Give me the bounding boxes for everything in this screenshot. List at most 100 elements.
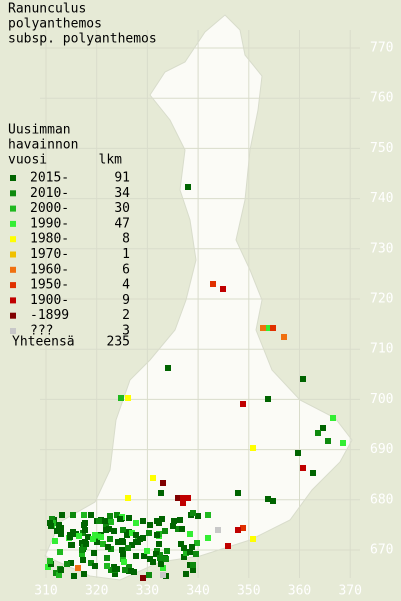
observation-square: [91, 550, 97, 556]
observation-square: [158, 561, 164, 567]
observation-square: [210, 281, 216, 287]
y-label: 700: [370, 392, 393, 407]
observation-square: [112, 571, 118, 577]
observation-square: [129, 530, 135, 536]
observation-square: [190, 567, 196, 573]
observation-square: [54, 528, 60, 534]
observation-square: [52, 538, 58, 544]
legend-swatch: [10, 251, 16, 258]
observation-square: [310, 470, 316, 476]
x-label: 340: [186, 584, 209, 599]
observation-square: [240, 525, 246, 531]
observation-square: [114, 512, 120, 518]
observation-square: [205, 512, 211, 518]
legend-count: 6: [122, 262, 130, 277]
observation-square: [67, 534, 73, 540]
observation-square: [160, 480, 166, 486]
observation-square: [194, 540, 200, 546]
observation-square: [340, 440, 346, 446]
y-label: 740: [370, 191, 393, 206]
observation-square: [144, 548, 150, 554]
observation-square: [215, 527, 221, 533]
observation-square: [129, 542, 135, 548]
observation-square: [71, 573, 77, 579]
legend-label: 2000-: [30, 201, 69, 216]
observation-square: [265, 496, 271, 502]
observation-square: [159, 516, 165, 522]
y-label: 680: [370, 492, 393, 507]
observation-square: [126, 515, 132, 521]
observation-square: [153, 551, 159, 557]
x-label: 330: [136, 584, 159, 599]
observation-square: [59, 512, 65, 518]
legend-label: 1950-: [30, 278, 69, 293]
observation-square: [125, 545, 131, 551]
observation-square: [185, 184, 191, 190]
legend-count: 3: [122, 324, 130, 339]
observation-square: [181, 554, 187, 560]
title-line: subsp. polyanthemos: [8, 32, 157, 47]
legend-header: lkm: [99, 153, 123, 168]
observations: [45, 184, 346, 581]
x-label: 360: [288, 584, 311, 599]
observation-square: [98, 534, 104, 540]
observation-square: [270, 325, 276, 331]
observation-square: [225, 543, 231, 549]
legend-swatch: [10, 175, 16, 181]
observation-square: [235, 490, 241, 496]
observation-square: [105, 544, 111, 550]
legend-swatch: [10, 297, 16, 304]
observation-square: [100, 541, 106, 547]
observation-square: [79, 547, 85, 553]
observation-square: [131, 569, 137, 575]
observation-square: [108, 567, 114, 573]
observation-square: [79, 540, 85, 546]
y-label: 730: [370, 241, 393, 256]
legend-label: 1900-: [30, 293, 69, 308]
observation-square: [57, 549, 63, 555]
observation-square: [107, 536, 113, 542]
observation-square: [88, 512, 94, 518]
legend-count: 30: [114, 201, 130, 216]
legend-header: vuosi: [8, 153, 47, 168]
observation-square: [281, 334, 287, 340]
legend-count: 2: [122, 308, 130, 323]
observation-square: [154, 532, 160, 538]
legend-swatch: [10, 266, 16, 273]
legend-swatch: [10, 312, 16, 319]
x-label: 370: [338, 584, 361, 599]
observation-square: [81, 522, 87, 528]
legend-label: 1990-: [30, 216, 69, 231]
observation-square: [187, 531, 193, 537]
legend-swatch: [10, 205, 16, 212]
observation-square: [92, 532, 98, 538]
observation-square: [185, 495, 191, 501]
observation-square: [320, 425, 326, 431]
observation-square: [75, 565, 81, 571]
title-line: polyanthemos: [8, 17, 102, 32]
y-label: 760: [370, 91, 393, 106]
observation-square: [189, 544, 195, 550]
legend-header: Uusimman: [8, 123, 71, 138]
total-label: Yhteensä: [12, 335, 75, 350]
observation-square: [295, 450, 301, 456]
observation-square: [81, 512, 87, 518]
observation-square: [90, 536, 96, 542]
observation-square: [330, 415, 336, 421]
observation-square: [315, 430, 321, 436]
observation-square: [250, 536, 256, 542]
y-label: 720: [370, 292, 393, 307]
observation-square: [83, 541, 89, 547]
observation-square: [121, 559, 127, 565]
legend-label: 1980-: [30, 232, 69, 247]
observation-square: [250, 445, 256, 451]
observation-square: [76, 533, 82, 539]
observation-square: [154, 518, 160, 524]
x-label: 320: [85, 584, 108, 599]
observation-square: [179, 526, 185, 532]
legend-swatch: [10, 282, 16, 289]
observation-square: [157, 555, 163, 561]
legend-count: 4: [122, 278, 130, 293]
legend-count: 47: [114, 216, 130, 231]
observation-square: [163, 556, 169, 562]
